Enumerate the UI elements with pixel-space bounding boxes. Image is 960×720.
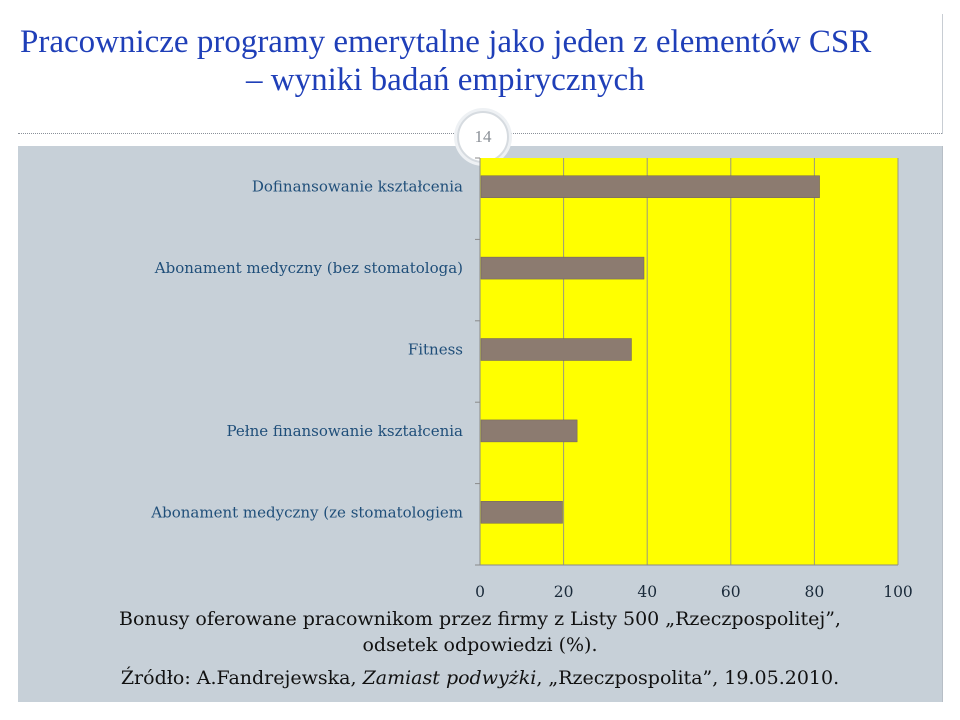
- bar: [480, 419, 578, 443]
- frame-border: [942, 14, 943, 134]
- category-label: Abonament medyczny (bez stomatologa): [154, 259, 463, 277]
- x-tick-label: 0: [475, 583, 485, 601]
- bar: [480, 256, 645, 280]
- slide-title-line-2: – wyniki badań empirycznych: [246, 62, 645, 98]
- bar: [480, 175, 820, 198]
- bars: [480, 175, 820, 524]
- x-tick-label: 60: [721, 583, 741, 601]
- source-prefix: Źródło: A.Fandrejewska,: [120, 667, 363, 689]
- bar: [480, 338, 632, 361]
- caption-line-2: odsetek odpowiedzi (%).: [362, 634, 598, 656]
- content-panel-edge: [942, 146, 943, 702]
- gridlines: [479, 158, 899, 565]
- x-tick-label: 40: [637, 583, 657, 601]
- bar: [480, 501, 563, 524]
- caption-line-1: Bonusy oferowane pracownikom przez firmy…: [119, 608, 841, 630]
- source-suffix: , „Rzeczpospolita”, 19.05.2010.: [536, 667, 840, 689]
- tick-labels: 0 20 40 60 80 100: [475, 583, 913, 601]
- x-tick-label: 100: [883, 583, 913, 601]
- source-article-title: Zamiast podwyżki: [362, 667, 537, 689]
- slide-title-line-1: Pracownicze programy emerytalne jako jed…: [20, 24, 872, 60]
- category-label: Dofinansowanie kształcenia: [252, 178, 463, 196]
- category-labels: Dofinansowanie kształcenia Abonament medy…: [150, 178, 463, 522]
- category-label: Abonament medyczny (ze stomatologiem: [150, 503, 463, 521]
- x-tick-label: 80: [805, 583, 825, 601]
- plot-area: [480, 158, 898, 565]
- source-citation: Źródło: A.Fandrejewska, Zamiast podwyżki…: [18, 669, 942, 688]
- x-tick-label: 20: [554, 583, 574, 601]
- axes: [475, 157, 898, 566]
- category-label: Fitness: [408, 341, 463, 359]
- category-label: Pełne finansowanie kształcenia: [226, 422, 463, 440]
